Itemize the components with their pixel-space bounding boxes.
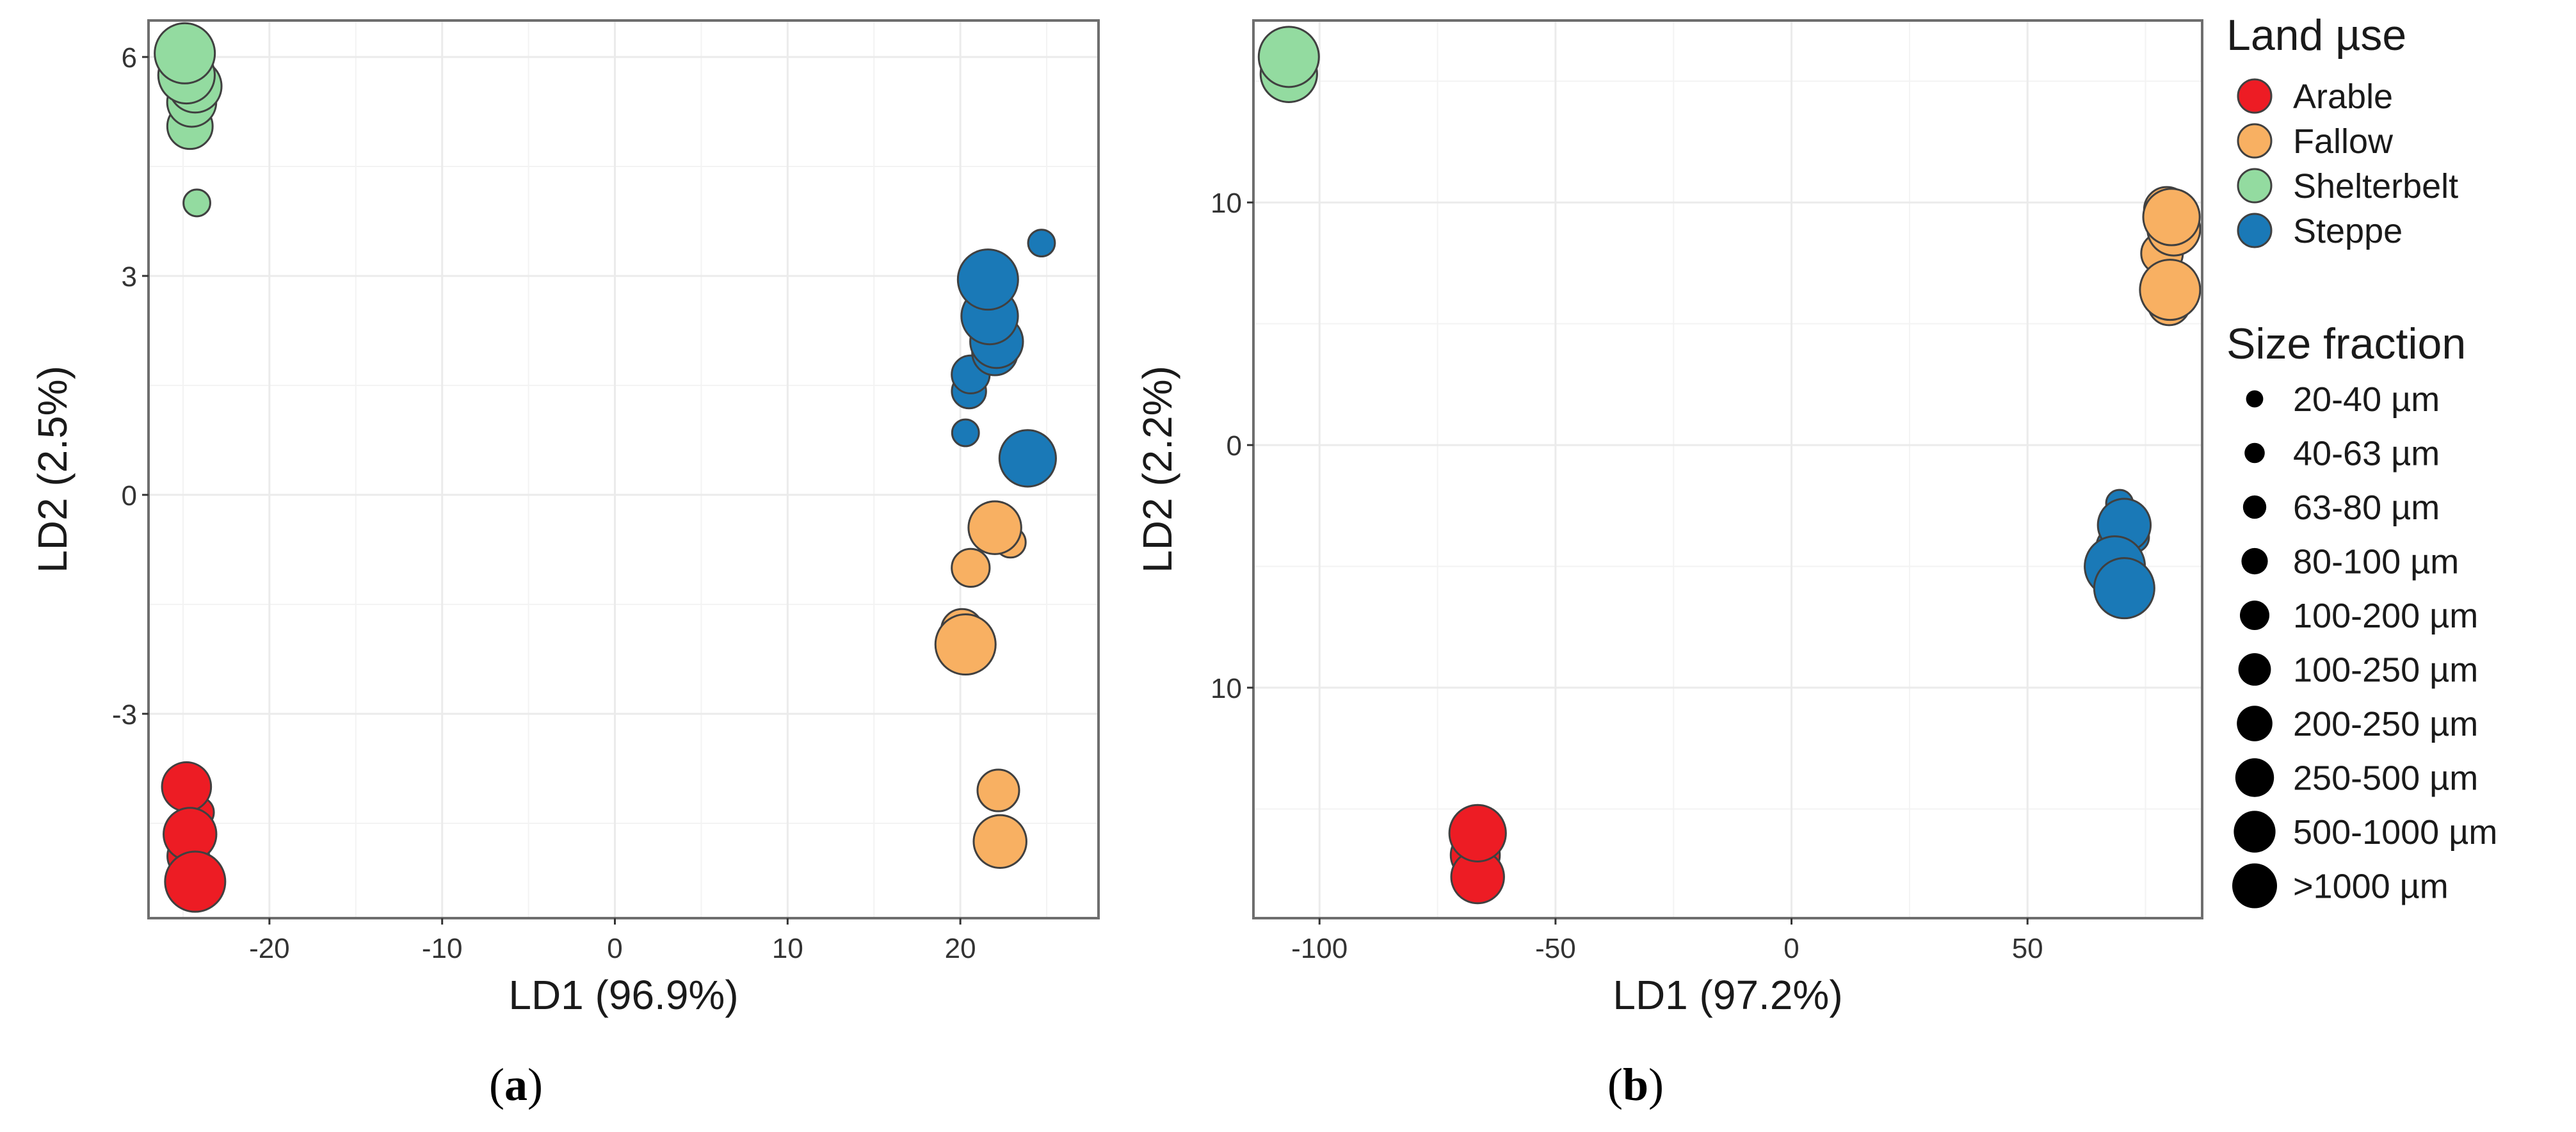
y-tick-label: 10: [1211, 673, 1242, 704]
x-tick-label: -10: [422, 933, 463, 964]
x-tick-label: 0: [607, 933, 622, 964]
point-fallow-26: [972, 814, 1027, 869]
point-steppe-12: [956, 248, 1019, 311]
x-tick-label: -50: [1535, 933, 1576, 964]
y-tick-label: 10: [1211, 188, 1242, 219]
legend-size-marker: [2244, 442, 2265, 464]
legend-size-marker: [2232, 863, 2277, 909]
y-tick-label: -3: [112, 699, 137, 731]
x-tick-label: 50: [2012, 933, 2043, 964]
point-shelterbelt-5: [182, 188, 211, 218]
plot-background: [1253, 20, 2202, 918]
panel-border: [147, 19, 1100, 919]
point-arable-6: [161, 761, 213, 813]
legend-label-arable: Arable: [2293, 77, 2393, 116]
legend-size-marker: [2238, 653, 2271, 686]
legend-size-label: 20-40 µm: [2293, 380, 2440, 419]
point-steppe-14: [2093, 557, 2155, 620]
point-fallow-25: [976, 768, 1020, 813]
y-axis-label: LD2 (2.2%): [1134, 366, 1180, 573]
legend-label-steppe: Steppe: [2293, 212, 2403, 250]
legend-title-land-use: Land µse: [2226, 11, 2406, 60]
y-tick-label: 0: [1227, 430, 1242, 462]
legend-swatch-shelterbelt: [2237, 168, 2273, 204]
legend-size-marker: [2242, 495, 2267, 519]
caption-b-letter: b: [1623, 1059, 1648, 1110]
point-shelterbelt-0: [1257, 26, 1320, 88]
point-fallow-24: [934, 613, 997, 676]
legend-size-label: 250-500 µm: [2293, 759, 2478, 798]
legend-swatch-steppe: [2237, 213, 2273, 248]
legend-size-marker: [2234, 811, 2276, 853]
legend-size-label: 100-250 µm: [2293, 651, 2478, 690]
x-tick-label: -100: [1291, 933, 1348, 964]
legend: Land µse Arable Fallow Shelterbelt Steppe Siz…: [2226, 11, 2497, 909]
point-fallow-7: [2139, 259, 2202, 321]
legend-size-marker: [2246, 390, 2264, 408]
point-fallow-3: [2142, 188, 2201, 247]
panel-a: -20 -10 0 10 20 -3 0 3 6 LD1 (96.9%) LD2 (2.5%): [29, 19, 1100, 1018]
point-fallow-20: [967, 500, 1022, 555]
point-steppe-19: [998, 429, 1057, 488]
legend-size-marker: [2240, 601, 2269, 630]
data-points: [154, 22, 1057, 913]
legend-size-label: 200-250 µm: [2293, 705, 2478, 743]
x-tick-label: 10: [772, 933, 803, 964]
gridlines: [149, 20, 1099, 918]
x-axis-label: LD1 (96.9%): [508, 972, 738, 1018]
data-points: [1257, 26, 2202, 905]
legend-size-marker: [2235, 758, 2274, 797]
y-axis-label: LD2 (2.5%): [29, 366, 76, 573]
x-axis-label: LD1 (97.2%): [1613, 972, 1842, 1018]
gridlines: [1253, 20, 2202, 918]
y-tick-label: 6: [122, 42, 137, 74]
y-tick-label: 0: [122, 480, 137, 512]
legend-size-label: 40-63 µm: [2293, 435, 2440, 473]
x-tick-label: 0: [1783, 933, 1799, 964]
caption-b: (b): [1607, 1059, 1664, 1110]
caption-a: (a): [489, 1059, 543, 1110]
point-steppe-18: [951, 418, 980, 448]
legend-swatch-fallow: [2237, 123, 2273, 159]
legend-size-label: 63-80 µm: [2293, 489, 2440, 527]
point-steppe-11: [1027, 229, 1056, 258]
x-tick-label: 20: [945, 933, 976, 964]
x-tick-label: -20: [249, 933, 290, 964]
plot-background: [149, 20, 1099, 918]
legend-size-label: 100-200 µm: [2293, 597, 2478, 635]
legend-title-size-fraction: Size fraction: [2226, 319, 2466, 368]
legend-label-fallow: Fallow: [2293, 122, 2394, 161]
point-arable-15: [1448, 804, 1507, 862]
legend-size-label: >1000 µm: [2293, 868, 2449, 906]
caption-a-letter: a: [504, 1059, 527, 1110]
legend-size-marker: [2241, 547, 2268, 575]
legend-label-shelterbelt: Shelterbelt: [2293, 167, 2458, 206]
panel-border: [1252, 19, 2203, 919]
point-arable-10: [164, 850, 227, 913]
point-fallow-22: [951, 547, 991, 588]
legend-size-label: 80-100 µm: [2293, 543, 2459, 581]
y-tick-label: 3: [122, 261, 137, 293]
point-shelterbelt-0: [154, 22, 216, 85]
legend-size-label: 500-1000 µm: [2293, 813, 2497, 852]
legend-size-marker: [2237, 706, 2273, 741]
legend-swatch-arable: [2237, 78, 2273, 114]
